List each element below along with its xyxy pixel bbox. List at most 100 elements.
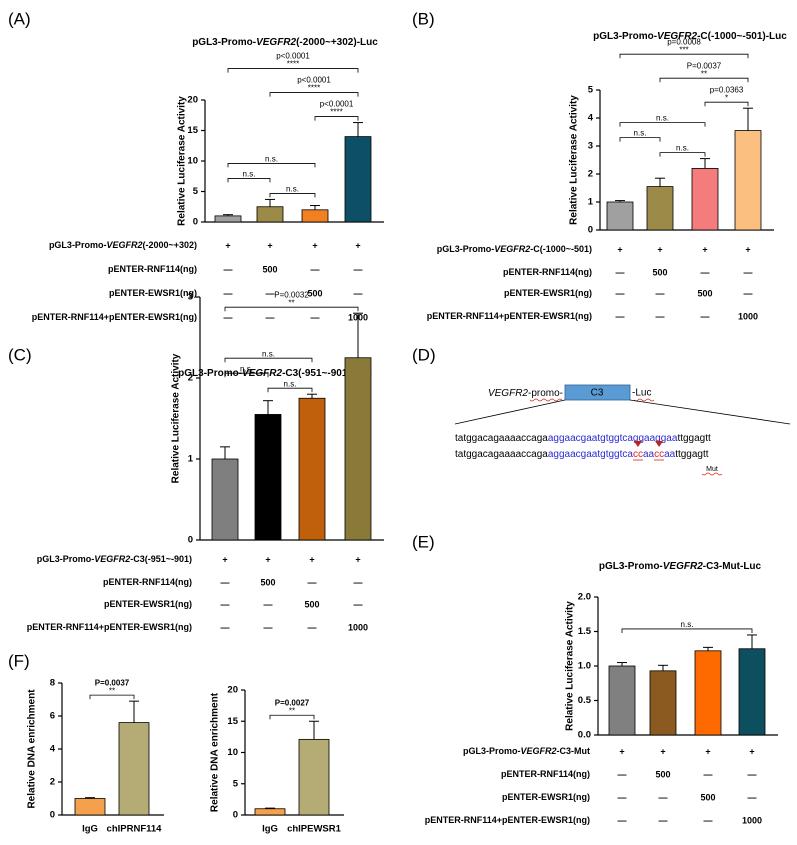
table-cell: — bbox=[311, 264, 320, 274]
table-cell: 1000 bbox=[738, 311, 758, 321]
sequence: tatggacagaaaaccagaaggaacgaatgtggtcaccaac… bbox=[455, 449, 709, 460]
y-tick-label: 0.5 bbox=[578, 695, 592, 706]
error-bar bbox=[220, 446, 230, 459]
chart-title: pGL3-Promo-VEGFR2-C3-Mut-Luc bbox=[599, 561, 762, 572]
sequence-part: aa bbox=[643, 449, 655, 460]
bar bbox=[214, 215, 242, 223]
table-cell: 1000 bbox=[348, 622, 368, 632]
bar bbox=[298, 738, 330, 816]
chart-title: pGL3-Promo-VEGFR2(-2000~+302)-Luc bbox=[192, 37, 378, 48]
x-tick-label: IgG bbox=[82, 824, 98, 835]
table-cell: + bbox=[705, 746, 710, 756]
table-cell: + bbox=[619, 746, 624, 756]
sequence-part: aggaacgaatgtggtcaggaaggaa bbox=[548, 433, 678, 444]
significance-stars: ** bbox=[289, 706, 295, 715]
significance-stars: n.s. bbox=[656, 114, 669, 123]
y-axis-label: Relative DNA enrichment bbox=[27, 689, 38, 809]
y-tick-label: 20 bbox=[227, 685, 238, 696]
bar bbox=[608, 665, 636, 736]
table-cell: + bbox=[745, 244, 750, 254]
bar bbox=[691, 167, 719, 231]
y-axis-label: Relative Luciferase Activity bbox=[569, 95, 580, 225]
row-label-part: VEGFR2 bbox=[494, 244, 530, 254]
table-cell: — bbox=[221, 622, 230, 632]
y-tick-label: 1 bbox=[588, 197, 594, 208]
y-tick-label: 5 bbox=[193, 186, 199, 197]
sequence-part: ttggagtt bbox=[675, 449, 709, 460]
row-label-part: pENTER-EWSR1(ng) bbox=[502, 792, 590, 802]
table-cell: — bbox=[704, 769, 713, 779]
p-value: P=0.0032 bbox=[274, 290, 309, 299]
significance-bracket bbox=[227, 68, 359, 73]
p-value: p<0.0001 bbox=[276, 52, 310, 61]
table-cell: 500 bbox=[304, 599, 319, 609]
table-cell: + bbox=[265, 554, 270, 564]
panel-label: (E) bbox=[412, 532, 435, 551]
error-bar bbox=[658, 664, 668, 671]
y-axis-label: Relative Luciferase Activity bbox=[171, 353, 182, 483]
table-cell: — bbox=[704, 815, 713, 825]
error-bar bbox=[265, 807, 275, 809]
y-tick-label: 1.5 bbox=[578, 626, 592, 637]
chart-title-part: pGL3-Promo- bbox=[593, 31, 657, 42]
table-cell: — bbox=[264, 622, 273, 632]
y-tick-label: 4 bbox=[50, 744, 56, 755]
significance-bracket bbox=[314, 116, 359, 121]
y-tick-label: 0 bbox=[50, 810, 55, 821]
significance-bracket bbox=[269, 92, 359, 97]
row-label-part: VEGFR2 bbox=[520, 746, 556, 756]
table-cell: — bbox=[656, 288, 665, 298]
y-tick-label: 3 bbox=[188, 292, 193, 303]
underline bbox=[529, 398, 655, 402]
table-cell: + bbox=[660, 746, 665, 756]
bar bbox=[694, 650, 722, 736]
significance-bracket bbox=[704, 101, 749, 107]
y-tick-label: 8 bbox=[50, 678, 55, 689]
row-label-part: pENTER-RNF114(ng) bbox=[108, 264, 197, 274]
p-value: p<0.0001 bbox=[320, 100, 354, 109]
error-bar bbox=[700, 158, 710, 169]
suffix-label: -Luc bbox=[632, 388, 651, 399]
underline bbox=[701, 472, 723, 476]
sequence-part: tatggacagaaaaccaga bbox=[455, 433, 548, 444]
mutation-arrow bbox=[655, 441, 664, 447]
error-bar bbox=[310, 205, 320, 210]
table-cell: + bbox=[225, 240, 230, 250]
bar bbox=[298, 397, 326, 541]
error-bar bbox=[615, 200, 625, 202]
table-cell: + bbox=[617, 244, 622, 254]
y-axis-label: Relative Luciferase Activity bbox=[177, 96, 188, 226]
row-label-part: pENTER-RNF114+pENTER-EWSR1(ng) bbox=[425, 815, 590, 825]
significance-bracket bbox=[619, 53, 749, 59]
row-label-part: pENTER-EWSR1(ng) bbox=[104, 599, 192, 609]
table-cell: 500 bbox=[307, 288, 322, 298]
row-label: pENTER-RNF114(ng) bbox=[108, 264, 197, 274]
table-cell: + bbox=[267, 240, 272, 250]
table-cell: — bbox=[748, 769, 757, 779]
row-label: pENTER-RNF114+pENTER-EWSR1(ng) bbox=[27, 622, 192, 632]
row-label: pENTER-RNF114(ng) bbox=[501, 769, 590, 779]
row-label-part: pENTER-EWSR1(ng) bbox=[109, 288, 197, 298]
sequence-part: cc bbox=[633, 449, 643, 460]
table-cell: + bbox=[749, 746, 754, 756]
p-value: p=0.0008 bbox=[667, 37, 701, 46]
table-cell: — bbox=[354, 599, 363, 609]
chart-title-part: pGL3-Promo- bbox=[178, 368, 242, 379]
table-cell: — bbox=[311, 312, 320, 322]
y-tick-label: 2 bbox=[50, 777, 55, 788]
row-label: pGL3-Promo-VEGFR2-C3(-951~-901) bbox=[37, 554, 192, 564]
y-tick-label: 5 bbox=[233, 778, 239, 789]
table-cell: — bbox=[616, 311, 625, 321]
row-label-part: pENTER-RNF114+pENTER-EWSR1(ng) bbox=[27, 622, 192, 632]
bar bbox=[649, 670, 677, 736]
error-bar bbox=[265, 198, 275, 207]
y-tick-label: 0 bbox=[233, 810, 238, 821]
y-tick-label: 4 bbox=[588, 113, 594, 124]
table-cell: — bbox=[659, 792, 668, 802]
p-value: P=0.0037 bbox=[95, 678, 130, 687]
table-cell: — bbox=[616, 288, 625, 298]
y-tick-label: 0 bbox=[193, 217, 198, 228]
row-label: pENTER-RNF114+pENTER-EWSR1(ng) bbox=[32, 312, 197, 322]
bar bbox=[738, 648, 766, 736]
